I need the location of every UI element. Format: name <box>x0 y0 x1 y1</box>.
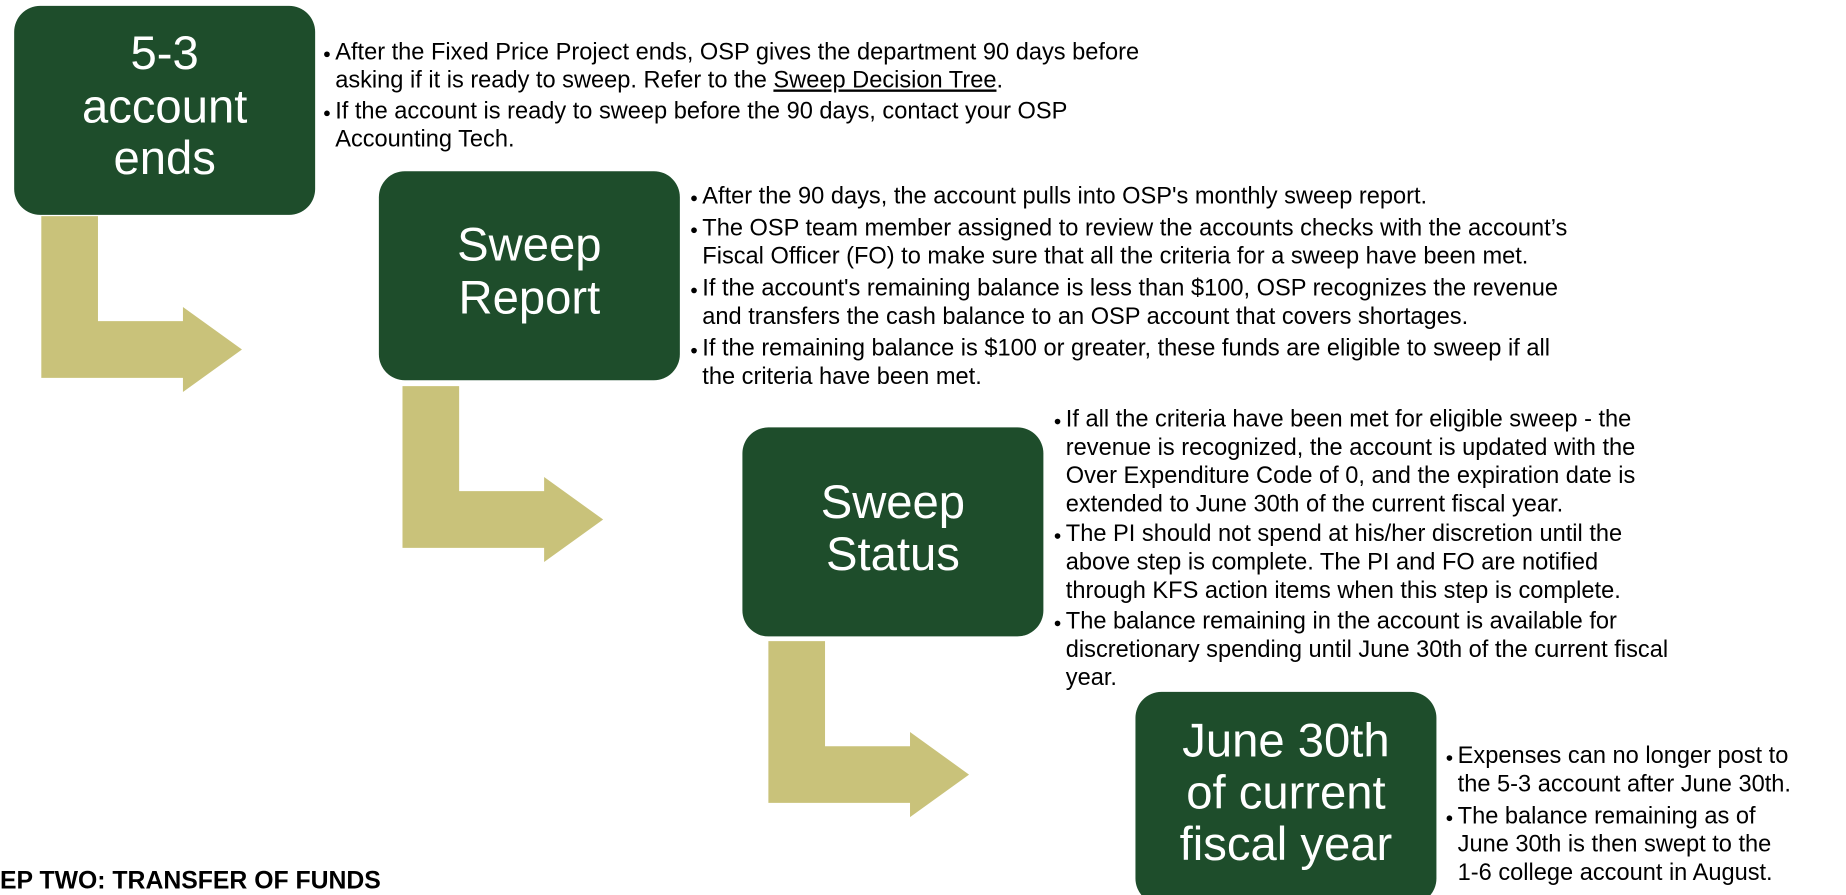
bullet-dot <box>1054 418 1061 425</box>
step-title: fiscal year <box>1180 818 1393 871</box>
section-heading: EP TWO: TRANSFER OF FUNDS <box>0 868 381 895</box>
bullet-text: revenue is recognized, the account is up… <box>1066 435 1636 461</box>
bullet-text: through KFS action items when this step … <box>1066 578 1621 604</box>
bullet-text: year. <box>1066 665 1117 691</box>
connector-arrow <box>402 386 604 563</box>
bullet-text: Expenses can no longer post to <box>1458 743 1789 769</box>
step-title: Report <box>459 272 601 325</box>
bullet-text: the criteria have been met. <box>702 364 981 390</box>
bullet-text: Accounting Tech. <box>335 127 514 153</box>
step-title: ends <box>113 132 215 185</box>
bullet-text: Fiscal Officer (FO) to make sure that al… <box>702 244 1528 270</box>
bullet-text: the 5-3 account after June 30th. <box>1458 771 1791 797</box>
step-title: 5-3 <box>131 27 199 80</box>
step-box <box>1135 691 1437 895</box>
bullet-dot <box>1446 755 1453 761</box>
bullet-text: and transfers the cash balance to an OSP… <box>702 304 1468 330</box>
step-title: Sweep <box>821 476 965 529</box>
bullet-text: June 30th is then swept to the <box>1458 832 1772 858</box>
step-title: account <box>82 80 247 133</box>
bullet-text: 1-6 college account in August. <box>1458 860 1773 886</box>
step-box <box>378 171 680 381</box>
bullet-text: If the account is ready to sweep before … <box>335 98 1067 124</box>
text-run: asking if it is ready to sweep. Refer to… <box>335 68 773 94</box>
step-title: Status <box>826 528 960 581</box>
link[interactable]: Sweep Decision Tree <box>773 68 996 94</box>
bullet-text: The PI should not spend at his/her discr… <box>1066 521 1622 547</box>
bullet-text: After the Fixed Price Project ends, OSP … <box>335 39 1139 65</box>
step-title: June 30th <box>1182 714 1389 767</box>
text-run: . <box>996 68 1003 94</box>
bullet-dot <box>324 51 330 58</box>
bullet-dot <box>1054 533 1061 539</box>
bullet-dot <box>691 195 697 202</box>
bullet-dot <box>1054 620 1061 627</box>
bullet-dot <box>691 347 697 354</box>
bullet-text: The OSP team member assigned to review t… <box>702 215 1567 241</box>
step-title: Sweep <box>457 218 601 271</box>
connector-arrow <box>768 641 970 818</box>
bullet-text: extended to June 30th of the current fis… <box>1066 492 1563 518</box>
bullet-text: discretionary spending until June 30th o… <box>1066 637 1668 663</box>
step-title: of current <box>1186 766 1385 819</box>
bullet-text: After the 90 days, the account pulls int… <box>702 183 1427 209</box>
bullet-dot <box>1446 815 1453 822</box>
bullet-text: The balance remaining in the account is … <box>1066 608 1617 634</box>
bullet-text: If the remaining balance is $100 or grea… <box>702 336 1550 362</box>
bullet-dot <box>691 287 697 294</box>
bullet-text: The balance remaining as of <box>1458 803 1756 829</box>
bullet-text: If the account's remaining balance is le… <box>702 276 1558 302</box>
bullet-dot <box>324 110 330 117</box>
bullet-text: Over Expenditure Code of 0, and the expi… <box>1066 463 1636 489</box>
bullet-text: above step is complete. The PI and FO ar… <box>1066 549 1598 575</box>
bullet-dot <box>691 227 697 234</box>
bullet-text: asking if it is ready to sweep. Refer to… <box>335 68 1003 94</box>
bullet-text: If all the criteria have been met for el… <box>1066 407 1632 433</box>
connector-arrow <box>41 216 242 393</box>
step-box <box>14 5 316 215</box>
step-box <box>742 427 1044 637</box>
